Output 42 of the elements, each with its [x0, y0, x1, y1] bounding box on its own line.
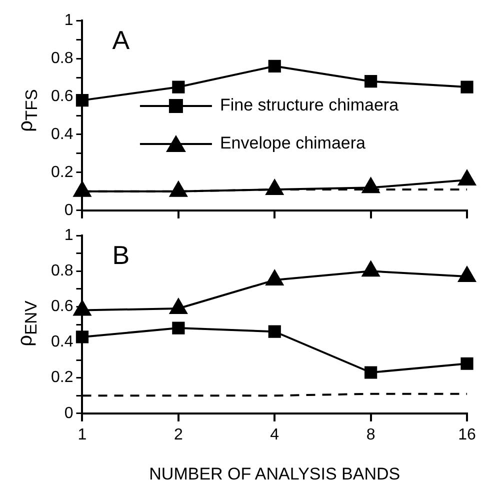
chart-title: B [112, 240, 130, 270]
point [458, 266, 476, 282]
x-tick-label: 16 [458, 426, 476, 444]
point [73, 181, 92, 197]
y-tick-label: 0.4 [50, 334, 74, 351]
point [362, 261, 380, 277]
point [76, 94, 89, 107]
y-tick-label: 1 [64, 12, 74, 30]
point [268, 60, 281, 72]
legend-label: Fine structure chimaera [220, 96, 400, 115]
y-tick-label: 0.2 [50, 164, 74, 181]
point [268, 325, 281, 338]
y-tick-label: 0.4 [50, 126, 74, 143]
x-tick-label: 8 [366, 426, 376, 444]
x-tick-label: 4 [270, 426, 280, 444]
point [266, 270, 284, 286]
y-tick-label: 0 [64, 202, 74, 219]
point [458, 170, 476, 186]
x-tick-label: 2 [174, 426, 183, 444]
y-tick-label: 0 [64, 404, 74, 422]
y-tick-label: 0.8 [50, 50, 74, 67]
point [170, 181, 188, 197]
y-tick-label: 0.6 [50, 298, 74, 316]
chart-title: A [112, 24, 130, 55]
point [76, 330, 89, 344]
x-tick-label: 1 [78, 426, 87, 444]
point [460, 357, 474, 370]
point [266, 180, 284, 196]
point [460, 80, 474, 94]
x-axis-title: NUMBER OF ANALYSIS BANDS [149, 464, 400, 484]
point [172, 80, 185, 94]
point [364, 366, 378, 379]
point [73, 300, 92, 316]
point [170, 298, 188, 314]
y-tick-label: 0.6 [50, 88, 74, 105]
point [172, 322, 185, 334]
point [364, 75, 378, 88]
legend-label: Envelope chimaera [220, 134, 366, 153]
y-tick-label: 0.2 [50, 369, 74, 386]
y-tick-label: 0.8 [50, 262, 74, 280]
point [362, 178, 380, 194]
y-tick-label: 1 [64, 227, 74, 244]
